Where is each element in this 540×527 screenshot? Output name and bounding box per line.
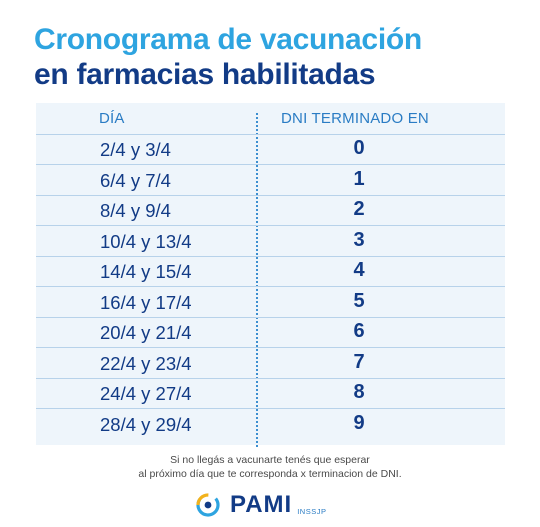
table-row: 8/4 y 9/4 2 — [36, 195, 505, 226]
table-row: 14/4 y 15/4 4 — [36, 256, 505, 287]
row-separator — [36, 164, 505, 165]
cell-dni: 2 — [353, 198, 365, 220]
cell-dni: 5 — [353, 289, 365, 312]
cell-day: 28/4 y 29/4 — [100, 413, 192, 435]
table-row: 10/4 y 13/4 3 — [36, 226, 505, 257]
cell-day: 8/4 y 9/4 — [100, 200, 171, 221]
table-row: 24/4 y 27/4 8 — [36, 378, 505, 409]
table-row: 20/4 y 21/4 6 — [36, 317, 505, 348]
cell-dni: 4 — [353, 259, 365, 281]
footnote-line-2: al próximo día que te corresponda x term… — [138, 468, 402, 480]
cell-day: 14/4 y 15/4 — [100, 261, 192, 282]
title-line-1: Cronograma de vacunación — [34, 23, 422, 56]
header-dni: DNI TERMINADO EN — [281, 110, 429, 127]
footnote: Si no llegás a vacunarte tenés que esper… — [60, 453, 480, 481]
title-line-2: en farmacias habilitadas — [34, 58, 376, 91]
table-body: 2/4 y 3/4 0 6/4 y 7/4 1 8/4 y 9/4 2 10/4… — [36, 134, 505, 439]
cell-dni: 8 — [353, 381, 365, 403]
header-day: DÍA — [99, 110, 125, 127]
row-separator — [36, 225, 505, 226]
table-row: 6/4 y 7/4 1 — [36, 165, 505, 196]
logo-subtitle: INSSJP — [297, 506, 327, 516]
row-separator — [36, 317, 505, 318]
row-separator — [36, 195, 505, 196]
row-separator — [36, 347, 505, 348]
cell-dni: 6 — [353, 320, 365, 342]
cell-day: 10/4 y 13/4 — [100, 230, 192, 252]
cell-dni: 7 — [353, 350, 365, 373]
cell-day: 2/4 y 3/4 — [100, 139, 171, 160]
cell-day: 24/4 y 27/4 — [100, 383, 192, 404]
logo-name: PAMI — [230, 491, 293, 518]
cell-dni: 9 — [353, 411, 365, 434]
table-row: 16/4 y 17/4 5 — [36, 287, 505, 318]
page-title: Cronograma de vacunación en farmacias ha… — [34, 22, 422, 92]
schedule-table — [36, 103, 505, 445]
cell-day: 6/4 y 7/4 — [100, 169, 171, 191]
footnote-line-1: Si no llegás a vacunarte tenés que esper… — [170, 454, 370, 466]
pami-logo: PAMI INSSJP — [196, 490, 326, 520]
row-separator — [36, 134, 505, 135]
table-row: 22/4 y 23/4 7 — [36, 348, 505, 379]
cell-dni: 1 — [353, 167, 365, 190]
row-separator — [36, 256, 505, 257]
row-separator — [36, 378, 505, 379]
cell-day: 22/4 y 23/4 — [100, 352, 192, 374]
pami-logo-icon — [196, 493, 220, 517]
cell-day: 16/4 y 17/4 — [100, 291, 192, 313]
row-separator — [36, 286, 505, 287]
cell-dni: 3 — [353, 228, 365, 251]
table-row: 28/4 y 29/4 9 — [36, 409, 505, 440]
table-row: 2/4 y 3/4 0 — [36, 134, 505, 165]
cell-day: 20/4 y 21/4 — [100, 322, 192, 343]
column-divider — [256, 113, 258, 447]
cell-dni: 0 — [353, 137, 365, 159]
row-separator — [36, 408, 505, 409]
